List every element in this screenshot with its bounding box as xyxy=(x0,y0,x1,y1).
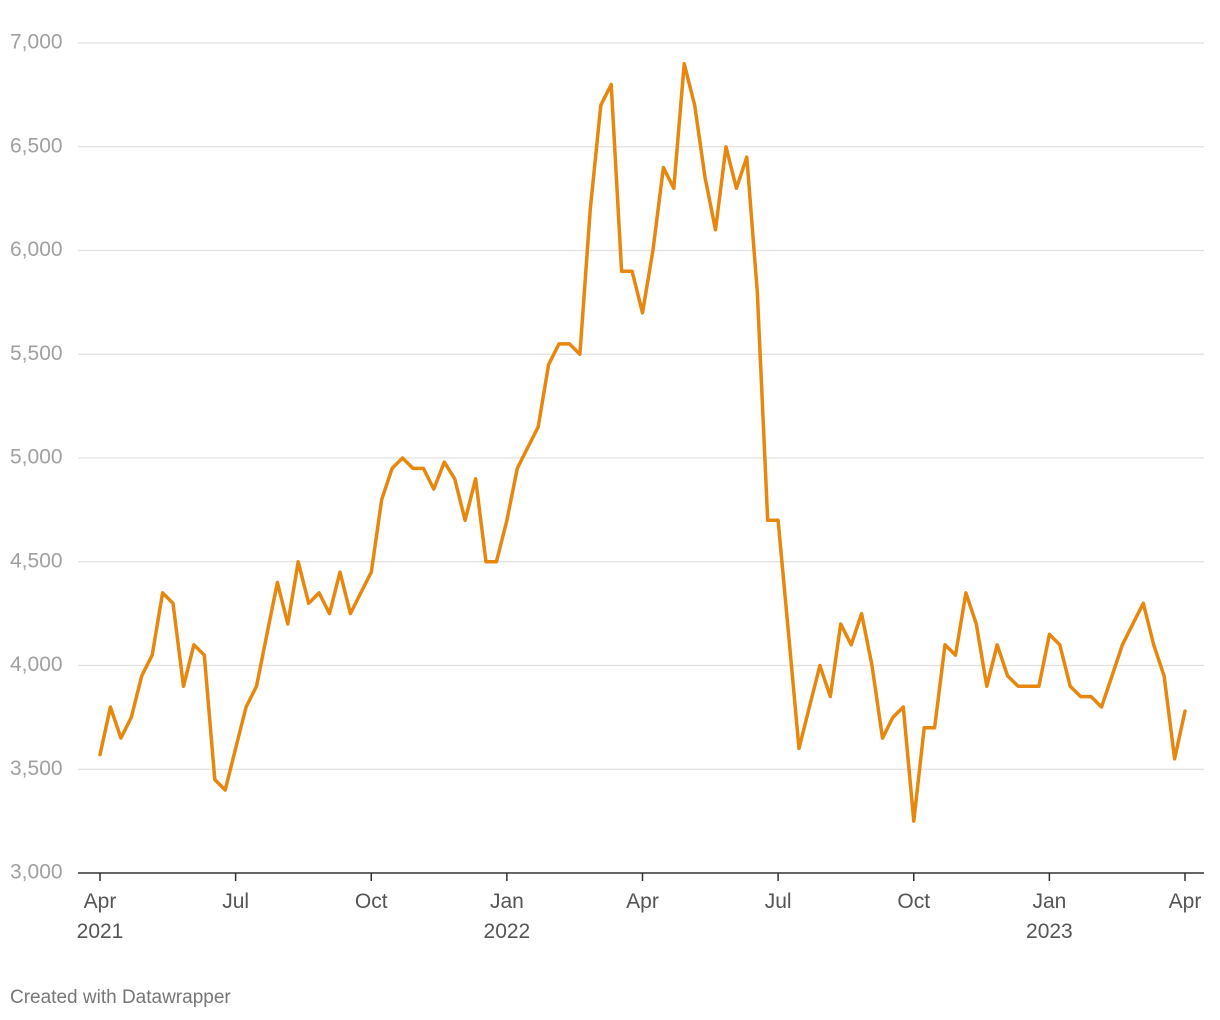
y-tick-label: 7,000 xyxy=(10,31,63,54)
y-tick-label: 4,500 xyxy=(10,549,63,572)
x-tick-label: Apr xyxy=(1169,890,1202,913)
x-tick-label-line: Jan xyxy=(490,890,524,913)
y-tick-label: 3,500 xyxy=(10,757,63,780)
x-tick-label: Jan 2022 xyxy=(484,890,531,943)
x-tick-label: Oct xyxy=(897,890,930,913)
x-tick-label: Oct xyxy=(355,890,388,913)
y-tick-label: 5,500 xyxy=(10,342,63,365)
y-tick-label: 6,000 xyxy=(10,238,63,261)
x-tick-label-line: Jan xyxy=(1032,890,1066,913)
x-tick-label: Apr xyxy=(626,890,659,913)
x-tick-label: Jul xyxy=(765,890,792,913)
x-tick-label: Jul xyxy=(222,890,249,913)
y-tick-label: 6,500 xyxy=(10,134,63,157)
x-tick-label: Jan 2023 xyxy=(1026,890,1073,943)
x-tick-label-line: 2021 xyxy=(77,920,124,943)
x-tick-label-line: Apr xyxy=(84,890,117,913)
footer: Created with Datawrapper xyxy=(10,987,231,1008)
x-tick-label-line: 2022 xyxy=(484,920,531,943)
y-tick-label: 4,000 xyxy=(10,653,63,676)
line xyxy=(98,62,1187,823)
y-tick-label: 5,000 xyxy=(10,446,63,469)
x-tick-label-line: 2023 xyxy=(1026,920,1073,943)
x-tick-label: Apr 2021 xyxy=(77,890,124,943)
y-tick-label: 3,000 xyxy=(10,861,63,884)
